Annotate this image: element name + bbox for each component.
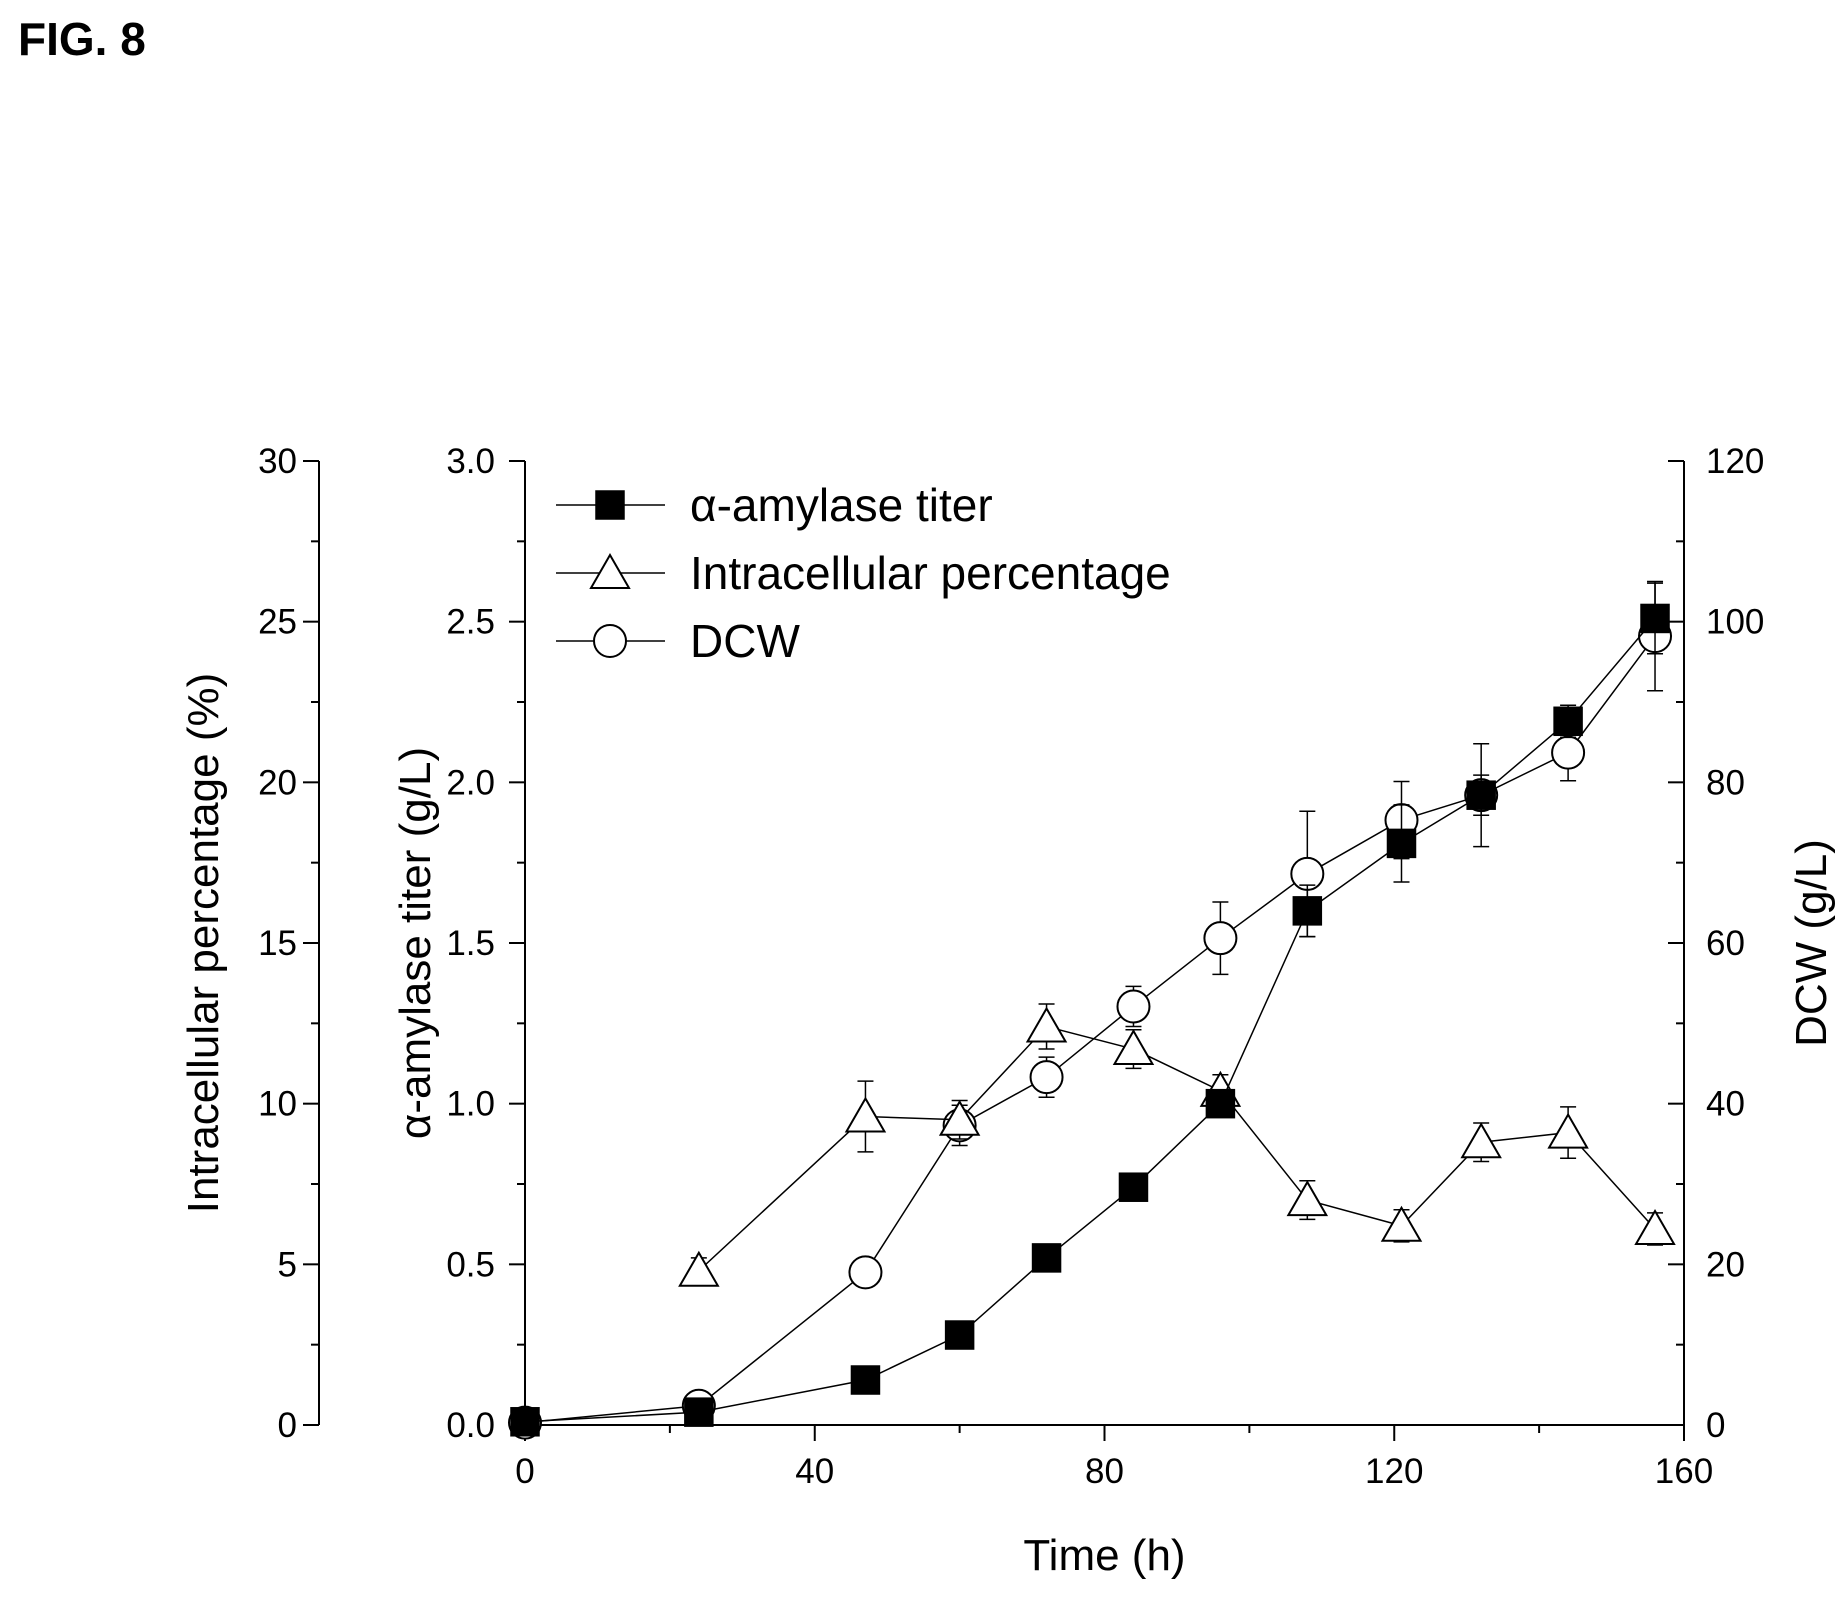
series-line [524, 635, 1656, 1424]
x-tick-label: 160 [1655, 1452, 1713, 1491]
data-point [1118, 1172, 1149, 1202]
data-point [1553, 706, 1583, 737]
data-point [1031, 1243, 1062, 1273]
data-point [1112, 1029, 1155, 1066]
right-tick-label: 20 [1706, 1245, 1745, 1284]
data-point [1634, 1208, 1676, 1245]
right-tick-label: 40 [1706, 1085, 1745, 1124]
left-inner-tick-label: 1.0 [446, 1085, 495, 1124]
legend-label: Intracellular percentage [690, 547, 1171, 599]
legend-marker [595, 490, 625, 520]
x-tick-label: 40 [795, 1452, 834, 1491]
legend: α-amylase titer Intracellular percentage D… [556, 479, 1171, 667]
data-point [678, 1250, 720, 1287]
right-tick-label: 0 [1706, 1406, 1725, 1445]
right-tick-label: 60 [1706, 924, 1745, 963]
data-point [684, 1397, 714, 1427]
legend-item: α-amylase titer [556, 479, 993, 531]
left-inner-axis-title: α-amylase titer (g/L) [391, 747, 440, 1139]
left-inner-tick-label: 0.0 [446, 1406, 495, 1445]
left-outer-tick-label: 30 [258, 442, 297, 481]
left-inner-tick-label: 2.0 [446, 763, 495, 802]
x-tick-label: 0 [515, 1452, 534, 1491]
x-tick-label: 80 [1085, 1452, 1124, 1491]
data-point [1025, 1006, 1068, 1043]
right-tick-label: 80 [1706, 763, 1745, 802]
right-axis-title: DCW (g/L) [1787, 839, 1836, 1047]
data-point [1286, 1180, 1329, 1217]
left-outer-tick-label: 10 [258, 1085, 297, 1124]
data-point [1460, 1122, 1502, 1159]
series-line [524, 617, 1656, 1423]
data-point [1029, 1060, 1064, 1095]
series-dcw [508, 580, 1673, 1440]
x-tick-label: 120 [1365, 1452, 1423, 1491]
legend-marker [593, 624, 627, 658]
right-tick-label: 120 [1706, 442, 1764, 481]
data-point [844, 1096, 887, 1133]
data-point [1380, 1205, 1423, 1242]
series-line [698, 1025, 1656, 1272]
data-point [850, 1365, 881, 1395]
data-point [1292, 896, 1323, 926]
left-outer-axis-title: Intracellular percentage (%) [179, 673, 228, 1213]
left-outer-tick-label: 20 [258, 763, 297, 802]
legend-marker [589, 552, 631, 589]
left-inner-tick-label: 0.5 [446, 1245, 495, 1284]
left-inner-tick-label: 1.5 [446, 924, 495, 963]
left-inner-tick-label: 3.0 [446, 442, 495, 481]
legend-item: DCW [556, 615, 800, 667]
data-point [1205, 1088, 1236, 1119]
left-outer-tick-label: 5 [278, 1245, 297, 1284]
left-outer-tick-label: 15 [258, 924, 297, 963]
legend-label: DCW [690, 615, 800, 667]
data-point [1547, 1112, 1589, 1149]
legend-label: α-amylase titer [690, 479, 993, 531]
data-point [1640, 603, 1670, 634]
left-inner-tick-label: 2.5 [446, 603, 495, 642]
left-outer-tick-label: 0 [278, 1406, 297, 1445]
data-point [1386, 828, 1417, 859]
legend-item: Intracellular percentage [556, 547, 1171, 599]
data-point [1203, 921, 1238, 956]
data-point [510, 1407, 540, 1437]
data-point [944, 1320, 975, 1350]
figure-label: FIG. 8 [18, 13, 146, 65]
data-point [938, 1099, 981, 1136]
axes-layer: 0 40 80 120 160 0.0 0.5 1.0 1.5 2.0 2.5 3.0 0 5 10 15 20… [179, 442, 1836, 1580]
data-point [1551, 735, 1586, 770]
right-tick-label: 100 [1706, 603, 1764, 642]
series-amylase-titer [510, 582, 1670, 1437]
data-point [848, 1255, 883, 1290]
left-outer-tick-label: 25 [258, 603, 297, 642]
x-axis-title: Time (h) [1023, 1531, 1185, 1580]
data-point [1116, 989, 1151, 1024]
series-layer [508, 580, 1676, 1440]
data-point [1466, 780, 1496, 810]
